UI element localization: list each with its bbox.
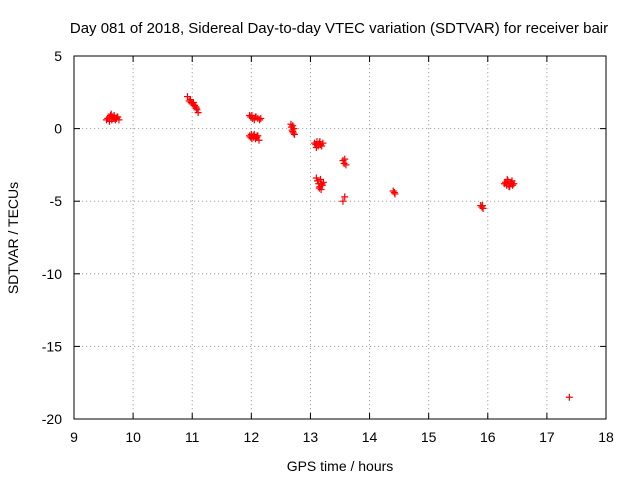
x-tick-label: 17 — [539, 429, 555, 445]
x-axis-label: GPS time / hours — [287, 458, 394, 474]
data-point — [253, 132, 261, 140]
data-point — [341, 193, 349, 201]
x-tick-label: 10 — [125, 429, 141, 445]
data-point — [319, 139, 327, 147]
x-tick-label: 18 — [598, 429, 614, 445]
data-point — [289, 122, 297, 130]
y-tick-label: 5 — [54, 48, 62, 64]
data-point — [342, 161, 350, 169]
data-point — [251, 113, 259, 121]
data-point — [391, 190, 399, 198]
y-tick-labels: 5 0 -5 -10 -15 -20 — [42, 48, 62, 427]
y-axis-label: SDTVAR / TECUs — [5, 182, 21, 294]
data-point — [318, 180, 326, 188]
data-point — [478, 202, 486, 210]
data-point — [186, 96, 194, 104]
data-point — [255, 136, 263, 144]
data-point — [257, 114, 265, 122]
y-tick-label: -20 — [42, 411, 62, 427]
data-point — [108, 116, 116, 124]
x-tick-label: 9 — [70, 429, 78, 445]
data-point — [194, 109, 202, 117]
x-tick-labels: 9 10 11 12 13 14 15 16 17 18 — [70, 429, 614, 445]
data-point — [192, 104, 200, 112]
y-tick-label: -10 — [42, 266, 62, 282]
x-tick-label: 15 — [421, 429, 437, 445]
y-tick-label: -15 — [42, 338, 62, 354]
plot-frame — [73, 55, 607, 420]
x-tick-label: 14 — [362, 429, 378, 445]
data-point — [316, 138, 324, 146]
grid — [74, 56, 606, 419]
data-point — [256, 116, 264, 124]
data-point — [506, 183, 514, 191]
data-point — [341, 155, 349, 163]
x-tick-label: 16 — [480, 429, 496, 445]
x-tick-label: 13 — [303, 429, 319, 445]
data-point — [248, 112, 256, 120]
ticks — [73, 55, 607, 420]
data-point — [290, 130, 298, 138]
data-point — [503, 175, 511, 183]
data-points — [103, 93, 573, 401]
data-point — [316, 175, 324, 183]
chart-title: Day 081 of 2018, Sidereal Day-to-day VTE… — [70, 20, 608, 37]
data-point — [508, 177, 516, 185]
data-point — [339, 197, 347, 205]
data-point — [113, 113, 121, 121]
data-point — [312, 143, 320, 151]
data-point — [565, 393, 573, 401]
y-tick-label: -5 — [50, 193, 63, 209]
data-point — [315, 184, 323, 192]
x-tick-label: 11 — [185, 429, 200, 445]
x-tick-label: 12 — [244, 429, 260, 445]
y-tick-label: 0 — [54, 121, 62, 137]
data-point — [250, 133, 258, 141]
